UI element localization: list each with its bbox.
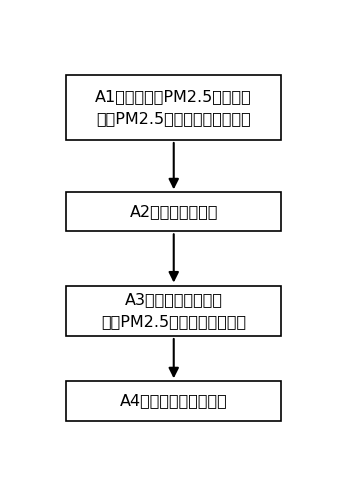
Text: A4、输出空气污染指数: A4、输出空气污染指数 — [120, 393, 227, 408]
Bar — [66, 381, 281, 421]
Bar — [66, 192, 281, 231]
Bar — [66, 286, 281, 336]
Bar — [66, 75, 281, 140]
Text: A2、进行滤波处理: A2、进行滤波处理 — [129, 204, 218, 219]
Text: A3、根据当前车数对
车外PM2.5的指数进行正补唇: A3、根据当前车数对 车外PM2.5的指数进行正补唇 — [101, 292, 246, 329]
Text: A1、采集车外PM2.5的指数、
车内PM2.5的指数以及当前车速: A1、采集车外PM2.5的指数、 车内PM2.5的指数以及当前车速 — [95, 89, 252, 126]
